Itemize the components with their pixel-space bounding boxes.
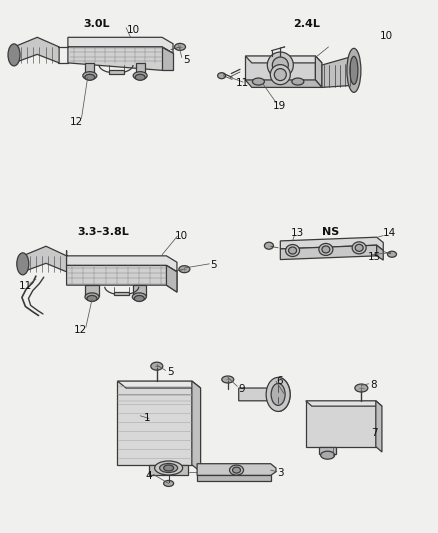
Ellipse shape (266, 377, 290, 411)
Polygon shape (306, 401, 382, 406)
Ellipse shape (350, 56, 358, 84)
Text: 1: 1 (143, 413, 150, 423)
Polygon shape (67, 251, 177, 272)
Ellipse shape (292, 78, 304, 85)
Ellipse shape (388, 251, 396, 257)
Text: 12: 12 (70, 117, 83, 126)
Polygon shape (23, 246, 67, 272)
Ellipse shape (252, 78, 265, 85)
Polygon shape (14, 37, 59, 63)
Ellipse shape (271, 383, 285, 406)
Ellipse shape (151, 362, 163, 370)
Polygon shape (280, 237, 383, 251)
Text: 13: 13 (291, 228, 304, 238)
Polygon shape (85, 285, 99, 296)
Text: 7: 7 (371, 428, 378, 438)
Ellipse shape (321, 451, 335, 459)
Text: 8: 8 (370, 380, 377, 390)
Ellipse shape (286, 245, 300, 256)
Text: 9: 9 (238, 384, 245, 393)
Polygon shape (109, 70, 124, 74)
Text: 6: 6 (276, 376, 283, 386)
Text: 5: 5 (210, 260, 217, 270)
Text: 12: 12 (74, 326, 87, 335)
Text: 4: 4 (145, 471, 152, 481)
Polygon shape (136, 63, 145, 75)
Polygon shape (245, 80, 322, 87)
Text: 5: 5 (167, 367, 174, 377)
Circle shape (270, 64, 290, 85)
Ellipse shape (322, 246, 330, 253)
Polygon shape (68, 47, 173, 70)
Polygon shape (376, 401, 382, 452)
Ellipse shape (87, 295, 97, 302)
Ellipse shape (174, 43, 186, 51)
Text: 14: 14 (382, 228, 396, 238)
Polygon shape (315, 56, 322, 87)
Polygon shape (322, 56, 354, 87)
Polygon shape (85, 63, 94, 75)
Ellipse shape (289, 247, 297, 254)
Polygon shape (114, 292, 129, 295)
Text: 19: 19 (273, 101, 286, 110)
Ellipse shape (155, 461, 183, 475)
Polygon shape (67, 265, 177, 292)
Circle shape (267, 52, 293, 78)
Ellipse shape (17, 253, 29, 275)
Ellipse shape (134, 295, 144, 302)
Ellipse shape (132, 293, 146, 301)
Ellipse shape (85, 293, 99, 301)
Ellipse shape (222, 376, 234, 383)
Text: 11: 11 (19, 281, 32, 290)
Circle shape (272, 57, 288, 73)
Ellipse shape (179, 265, 190, 273)
Text: 5: 5 (183, 55, 190, 64)
Ellipse shape (347, 49, 361, 92)
Polygon shape (117, 381, 201, 388)
Ellipse shape (218, 72, 226, 79)
Polygon shape (166, 265, 177, 292)
Text: 3.3–3.8L: 3.3–3.8L (77, 227, 129, 237)
Polygon shape (306, 401, 376, 447)
Polygon shape (239, 388, 278, 401)
Ellipse shape (164, 465, 173, 471)
Polygon shape (377, 245, 383, 260)
Text: 2.4L: 2.4L (293, 19, 320, 29)
Polygon shape (149, 465, 188, 475)
Polygon shape (280, 245, 377, 260)
Ellipse shape (355, 384, 368, 392)
Ellipse shape (83, 71, 97, 80)
Polygon shape (117, 381, 192, 465)
Ellipse shape (355, 244, 363, 252)
Ellipse shape (164, 480, 173, 487)
Polygon shape (192, 381, 201, 472)
Ellipse shape (133, 71, 147, 80)
Ellipse shape (352, 242, 366, 254)
Polygon shape (133, 285, 146, 296)
Ellipse shape (265, 242, 273, 249)
Text: 10: 10 (175, 231, 188, 241)
Polygon shape (197, 475, 271, 481)
Polygon shape (245, 56, 322, 63)
Polygon shape (68, 37, 173, 53)
Circle shape (274, 69, 286, 80)
Ellipse shape (8, 44, 20, 66)
Text: 3.0L: 3.0L (83, 19, 110, 29)
Ellipse shape (233, 467, 240, 473)
Ellipse shape (230, 465, 244, 475)
Text: 11: 11 (236, 78, 249, 88)
Text: NS: NS (322, 227, 339, 237)
Ellipse shape (159, 464, 178, 472)
Text: 10: 10 (380, 31, 393, 41)
Ellipse shape (85, 74, 95, 80)
Text: 3: 3 (277, 469, 284, 478)
Polygon shape (319, 447, 336, 454)
Polygon shape (162, 47, 173, 70)
Polygon shape (197, 464, 276, 475)
Ellipse shape (135, 74, 145, 80)
Polygon shape (245, 56, 315, 80)
Text: 15: 15 (368, 252, 381, 262)
Ellipse shape (319, 244, 333, 255)
Text: 10: 10 (127, 25, 140, 35)
